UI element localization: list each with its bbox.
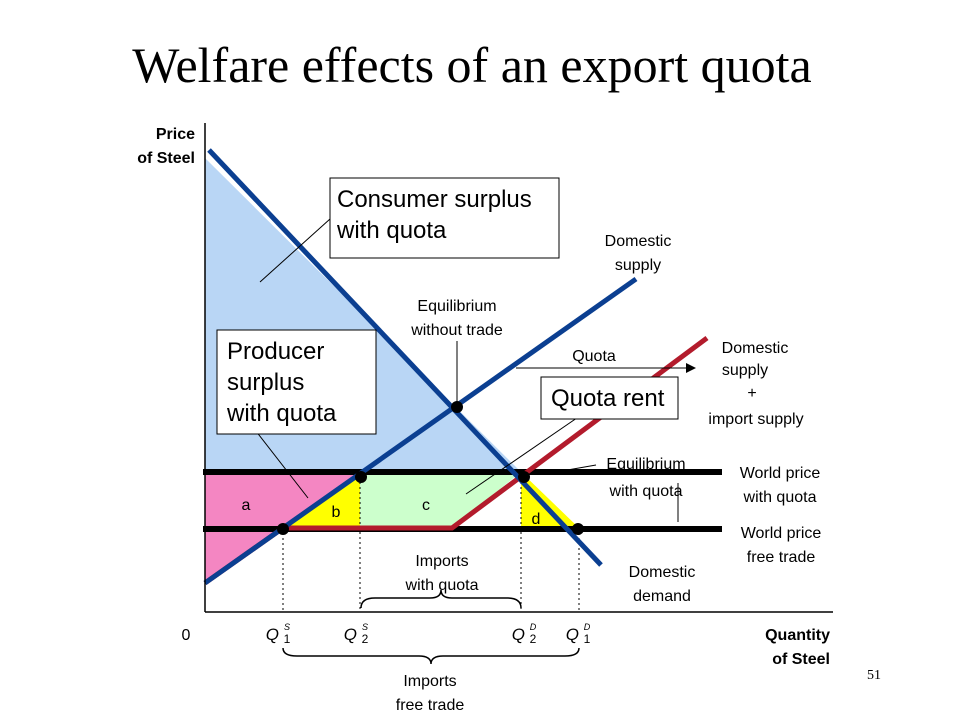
eq-without-trade-label-line2: without trade xyxy=(410,322,503,339)
domestic-supply-import-label-line2: supply xyxy=(722,362,768,379)
consumer-surplus-callout-line1: Consumer surplus xyxy=(337,186,532,213)
tick-q2-demand-sup: D xyxy=(530,622,537,632)
tick-q1-supply-letter: Q xyxy=(266,625,279,644)
domestic-supply-import-label-line1: Domestic xyxy=(722,340,789,357)
eq-with-quota-label-line1: Equilibrium xyxy=(606,456,685,473)
q1-demand-dot xyxy=(572,523,584,535)
producer-surplus-callout-box xyxy=(216,329,377,435)
domestic-supply-import-label-plus: + xyxy=(747,385,756,402)
x-axis-label-line1: Quantity xyxy=(765,627,830,644)
imports-with-quota-label-line2: with quota xyxy=(405,577,479,594)
producer-surplus-callout-line3: with quota xyxy=(226,400,337,427)
area-d-label: d xyxy=(532,511,541,528)
tick-q1-supply: Q S 1 xyxy=(266,622,291,646)
tick-q1-demand-letter: Q xyxy=(566,625,579,644)
consumer-surplus-callout-box xyxy=(329,177,560,259)
tick-q2-demand-sub: 2 xyxy=(530,632,537,646)
eq-without-trade-label-line1: Equilibrium xyxy=(417,298,496,315)
origin-label: 0 xyxy=(182,627,191,644)
x-axis-label-line2: of Steel xyxy=(772,651,830,668)
area-b-label: b xyxy=(332,504,341,521)
imports-with-quota-label-line1: Imports xyxy=(415,553,468,570)
world-price-free-label-line1: World price xyxy=(741,525,822,542)
world-price-quota-label-line2: with quota xyxy=(743,489,817,506)
domestic-demand-label-line1: Domestic xyxy=(629,564,696,581)
dotted-drop-lines xyxy=(282,472,580,612)
area-a-label: a xyxy=(242,497,251,514)
world-price-quota-label-line1: World price xyxy=(740,465,821,482)
eq-with-quota-label-line2: with quota xyxy=(609,483,683,500)
tick-q1-demand: Q D 1 xyxy=(566,622,591,646)
area-c-quota-rent xyxy=(360,472,521,528)
tick-q2-supply: Q S 2 xyxy=(344,622,369,646)
domestic-demand-curve xyxy=(207,148,603,567)
imports-free-trade-brace xyxy=(282,647,580,665)
tick-q1-demand-sup: D xyxy=(584,622,591,632)
world-price-free-label-line2: free trade xyxy=(747,549,816,566)
tick-q2-demand: Q D 2 xyxy=(512,622,537,646)
domestic-supply-label-line1: Domestic xyxy=(605,233,672,250)
y-axis-label-line2: of Steel xyxy=(137,150,195,167)
tick-q2-demand-letter: Q xyxy=(512,625,525,644)
domestic-supply-curve xyxy=(203,276,638,586)
quota-rent-callout-box xyxy=(540,376,679,420)
domestic-supply-label-line2: supply xyxy=(615,257,661,274)
imports-free-trade-label-line1: Imports xyxy=(403,673,456,690)
y-axis-label-line1: Price xyxy=(156,126,195,143)
producer-surplus-callout-line2: surplus xyxy=(227,369,304,396)
slide-title: Welfare effects of an export quota xyxy=(132,37,811,93)
tick-q2-supply-letter: Q xyxy=(344,625,357,644)
q2-supply-dot xyxy=(355,471,367,483)
area-c-label: c xyxy=(422,497,430,514)
page-number: 51 xyxy=(867,668,881,683)
quota-label: Quota xyxy=(572,348,616,365)
quota-arrow-head xyxy=(686,363,696,373)
quota-rent-callout-text: Quota rent xyxy=(551,385,665,412)
q1-supply-dot xyxy=(277,523,289,535)
domestic-supply-import-label-line4: import supply xyxy=(708,411,803,428)
consumer-surplus-callout-line2: with quota xyxy=(336,217,447,244)
equilibrium-with-quota-dot xyxy=(518,471,530,483)
imports-free-trade-label-line2: free trade xyxy=(396,697,465,714)
tick-q2-supply-sup: S xyxy=(362,622,368,632)
domestic-demand-label-line2: demand xyxy=(633,588,691,605)
tick-q1-supply-sup: S xyxy=(284,622,290,632)
equilibrium-without-trade-dot xyxy=(451,401,463,413)
area-d xyxy=(521,472,579,528)
tick-q1-supply-sub: 1 xyxy=(284,632,291,646)
tick-q2-supply-sub: 2 xyxy=(362,632,369,646)
producer-surplus-callout-line1: Producer xyxy=(227,338,324,365)
tick-q1-demand-sub: 1 xyxy=(584,632,591,646)
imports-with-quota-brace xyxy=(360,589,522,609)
